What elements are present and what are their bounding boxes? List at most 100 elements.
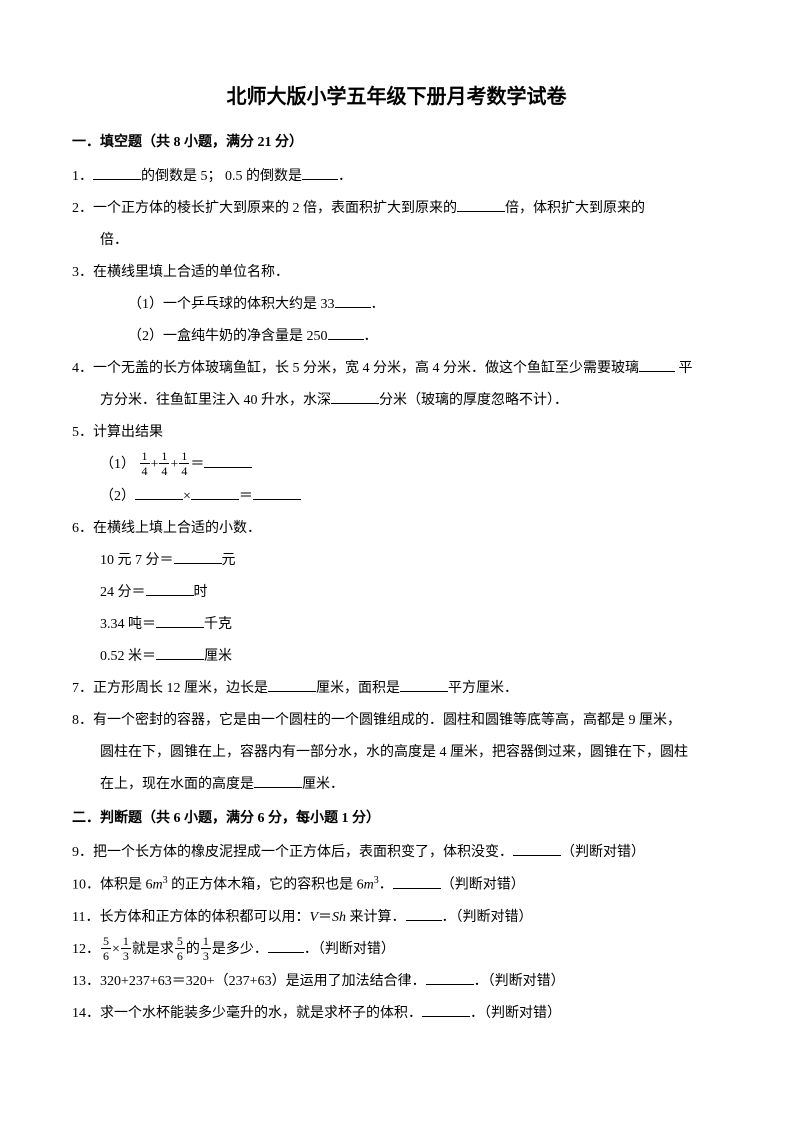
q13-a: 13．320+237+63＝320+（237+63）是运用了加法结合律．: [72, 974, 426, 989]
q12-a: 12．: [72, 942, 100, 957]
q12: 12．56×13就是求56的13是多少．．（判断对错）: [72, 936, 721, 964]
q12-b: 就是求: [132, 942, 174, 957]
blank: [93, 165, 141, 180]
den: 3: [121, 948, 131, 962]
q3: 3．在横线里填上合适的单位名称．: [72, 259, 721, 287]
q2-b: 倍，体积扩大到原来的: [505, 201, 645, 216]
q3-a: 3．在横线里填上合适的单位名称．: [72, 265, 289, 280]
blank: [135, 485, 183, 500]
q12-d: 是多少．: [212, 942, 268, 957]
q14: 14．求一个水杯能装多少毫升的水，就是求杯子的体积． ．（判断对错）: [72, 1000, 721, 1028]
q14-b: ．（判断对错）: [470, 1006, 561, 1021]
blank: [639, 357, 675, 372]
q12-c: 的: [186, 942, 200, 957]
blank: [513, 841, 561, 856]
plus: +: [170, 457, 178, 472]
q5-a: 5．计算出结果: [72, 425, 163, 440]
q2: 2．一个正方体的棱长扩大到原来的 2 倍，表面积扩大到原来的 倍，体积扩大到原来的: [72, 195, 721, 223]
blank: [268, 938, 304, 953]
x: ×: [112, 942, 120, 957]
blank: [426, 970, 474, 985]
q5-c: （2）: [100, 489, 135, 504]
q2-c: 倍．: [100, 233, 128, 248]
q1: 1．的倒数是 5； 0.5 的倒数是．: [72, 163, 721, 191]
m: m: [153, 878, 163, 893]
fraction: 14: [140, 450, 150, 477]
q3-sub2: （2）一盒纯牛奶的净含量是 250 ．: [72, 323, 721, 351]
q11-b: 来计算．: [346, 910, 406, 925]
q14-a: 14．求一个水杯能装多少毫升的水，就是求杯子的体积．: [72, 1006, 422, 1021]
t: 0.52 米＝: [100, 649, 156, 664]
q5-sub1: （1） 14+14+14＝: [72, 451, 721, 479]
q6: 6．在横线上填上合适的小数．: [72, 515, 721, 543]
num: 5: [101, 935, 111, 948]
q4-b: 平: [675, 361, 693, 376]
q4: 4．一个无盖的长方体玻璃鱼缸，长 5 分米，宽 4 分米，高 4 分米．做这个鱼…: [72, 355, 721, 383]
num: 1: [201, 935, 211, 948]
q6-l1: 10 元 7 分＝ 元: [72, 547, 721, 575]
num: 1: [179, 450, 189, 463]
q8-d: 厘米．: [302, 777, 344, 792]
q5-d: ×: [183, 489, 191, 504]
q6-a: 6．在横线上填上合适的小数．: [72, 521, 261, 536]
q6-l3: 3.34 吨＝ 千克: [72, 611, 721, 639]
fraction: 13: [121, 935, 131, 962]
q9: 9．把一个长方体的橡皮泥捏成一个正方体后，表面积变了，体积没变．（判断对错）: [72, 839, 721, 867]
q13-b: ．（判断对错）: [474, 974, 565, 989]
q8-c: 在上，现在水面的高度是: [100, 777, 254, 792]
q6-l2: 24 分＝时: [72, 579, 721, 607]
q9-b: （判断对错）: [561, 845, 645, 860]
t: 24 分＝: [100, 585, 146, 600]
exam-page: 北师大版小学五年级下册月考数学试卷 一．填空题（共 8 小题，满分 21 分） …: [0, 0, 793, 1072]
blank: [302, 165, 338, 180]
t: 3.34 吨＝: [100, 617, 156, 632]
q3-c: ．: [371, 297, 385, 312]
den: 3: [201, 948, 211, 962]
blank: [191, 485, 239, 500]
blank: [268, 677, 316, 692]
fraction: 56: [101, 935, 111, 962]
q12-e: ．（判断对错）: [304, 942, 395, 957]
q7-b: 厘米，面积是: [316, 681, 400, 696]
u: 元: [222, 553, 236, 568]
q1-num: 1．: [72, 169, 93, 184]
q3-b: （1）一个乒乓球的体积大约是 33: [128, 297, 335, 312]
num: 1: [159, 450, 169, 463]
q1-text: 的倒数是 5； 0.5 的倒数是: [141, 169, 302, 184]
q3-d: （2）一盒纯牛奶的净含量是 250: [128, 329, 328, 344]
t: 10 元 7 分＝: [100, 553, 174, 568]
blank: [393, 874, 441, 889]
q10-d: （判断对错）: [441, 878, 525, 893]
num: 5: [175, 935, 185, 948]
q2-a: 2．一个正方体的棱长扩大到原来的 2 倍，表面积扩大到原来的: [72, 201, 457, 216]
section2-head: 二．判断题（共 6 小题，满分 6 分，每小题 1 分）: [72, 807, 721, 827]
q7-c: 平方厘米．: [448, 681, 518, 696]
q8-b: 圆柱在下，圆锥在上，容器内有一部分水，水的高度是 4 厘米，把容器倒过来，圆锥在…: [100, 745, 688, 760]
q6-l4: 0.52 米＝ 厘米: [72, 643, 721, 671]
blank: [156, 613, 204, 628]
den: 4: [179, 463, 189, 477]
q8-l2: 圆柱在下，圆锥在上，容器内有一部分水，水的高度是 4 厘米，把容器倒过来，圆锥在…: [72, 739, 721, 767]
fraction: 14: [179, 450, 189, 477]
den: 6: [175, 948, 185, 962]
q3-e: ．: [364, 329, 378, 344]
eq: ＝: [318, 910, 332, 925]
q8-a: 8．有一个密封的容器，它是由一个圆柱的一个圆锥组成的．圆柱和圆锥等底等高，高都是…: [72, 713, 681, 728]
blank: [328, 325, 364, 340]
q7: 7．正方形周长 12 厘米，边长是厘米，面积是平方厘米．: [72, 675, 721, 703]
q11-a: 11．长方体和正方体的体积都可以用：: [72, 910, 309, 925]
q3-sub1: （1）一个乒乓球的体积大约是 33 ．: [72, 291, 721, 319]
q10-b: 的正方体木箱，它的容积也是 6: [168, 878, 364, 893]
q8: 8．有一个密封的容器，它是由一个圆柱的一个圆锥组成的．圆柱和圆锥等底等高，高都是…: [72, 707, 721, 735]
eq: ＝: [190, 457, 204, 472]
q10-c: ．: [379, 878, 393, 893]
blank: [156, 645, 204, 660]
q13: 13．320+237+63＝320+（237+63）是运用了加法结合律． ．（判断…: [72, 968, 721, 996]
u: 千克: [204, 617, 232, 632]
Sh: Sh: [332, 910, 346, 925]
blank: [335, 293, 371, 308]
blank: [204, 453, 252, 468]
den: 4: [159, 463, 169, 477]
blank: [174, 549, 222, 564]
u: 厘米: [204, 649, 232, 664]
